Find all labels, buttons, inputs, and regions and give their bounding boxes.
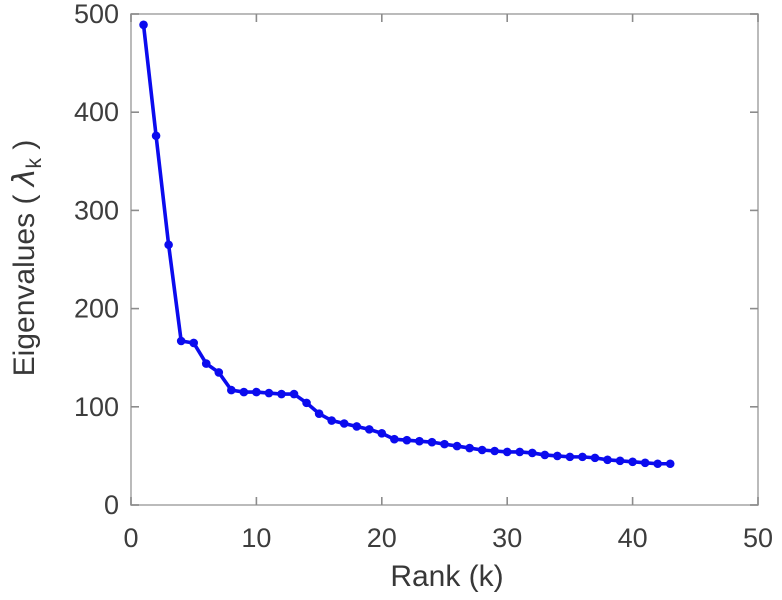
data-point-marker: [628, 457, 637, 467]
data-point-marker: [565, 452, 575, 462]
data-point-marker: [201, 359, 211, 368]
data-point-marker: [540, 450, 550, 460]
data-point-marker: [465, 443, 474, 453]
data-point-marker: [189, 338, 198, 348]
data-point-marker: [364, 425, 374, 434]
data-point-marker: [590, 453, 600, 463]
data-point-marker: [227, 385, 236, 395]
data-point-marker: [477, 445, 487, 455]
data-point-marker: [415, 436, 424, 446]
data-point-marker: [377, 429, 387, 438]
data-point-marker: [314, 409, 324, 418]
lambda-symbol: λ: [7, 168, 42, 188]
data-point-marker: [527, 448, 537, 458]
y-axis-label-suffix: ): [8, 140, 41, 158]
data-point-marker: [352, 422, 362, 431]
data-line: [141, 23, 673, 466]
x-tick-label: 40: [618, 523, 648, 553]
x-tick-label: 0: [123, 523, 138, 553]
data-point-marker: [452, 441, 462, 451]
data-point-marker: [139, 20, 148, 30]
data-point-marker: [640, 458, 650, 468]
data-point-marker: [665, 459, 675, 469]
data-point-marker: [515, 447, 525, 457]
data-point-marker: [490, 446, 499, 456]
x-tick-label: 50: [743, 523, 773, 553]
data-point-marker: [164, 240, 173, 250]
y-tick-label: 300: [74, 195, 119, 225]
data-point-marker: [176, 336, 186, 346]
data-point-marker: [615, 456, 625, 466]
data-point-marker: [402, 435, 412, 445]
x-tick-label: 20: [367, 523, 397, 553]
y-axis-label-prefix: Eigenvalues (: [8, 186, 41, 376]
data-point-marker: [390, 434, 399, 444]
x-tick-label: 10: [241, 523, 271, 553]
data-point-marker: [277, 389, 286, 399]
y-tick-label: 100: [74, 392, 119, 422]
x-tick-label: 30: [492, 523, 522, 553]
data-point-marker: [578, 452, 587, 462]
data-point-marker: [151, 131, 161, 141]
data-point-marker: [214, 368, 224, 377]
data-point-marker: [427, 437, 437, 447]
y-axis-label: Eigenvalues ( λk ): [7, 140, 46, 377]
data-point-marker: [653, 459, 662, 469]
y-tick-label: 0: [104, 490, 119, 520]
data-point-marker: [553, 451, 562, 461]
x-axis-label: Rank (k): [390, 560, 503, 593]
y-tick-label: 200: [74, 294, 119, 324]
data-point-marker: [302, 398, 311, 408]
data-point-marker: [502, 447, 512, 457]
data-point-marker: [327, 416, 336, 425]
data-point-marker: [264, 388, 274, 398]
y-tick-label: 400: [74, 97, 119, 127]
data-point-marker: [440, 439, 449, 449]
data-point-marker: [339, 419, 349, 428]
lambda-subscript: k: [23, 157, 46, 168]
data-point-marker: [289, 389, 299, 399]
data-point-marker: [239, 387, 249, 397]
y-tick-label: 500: [74, 0, 119, 29]
data-point-marker: [603, 455, 612, 465]
data-point-marker: [252, 387, 261, 397]
plot-box: [130, 13, 759, 506]
